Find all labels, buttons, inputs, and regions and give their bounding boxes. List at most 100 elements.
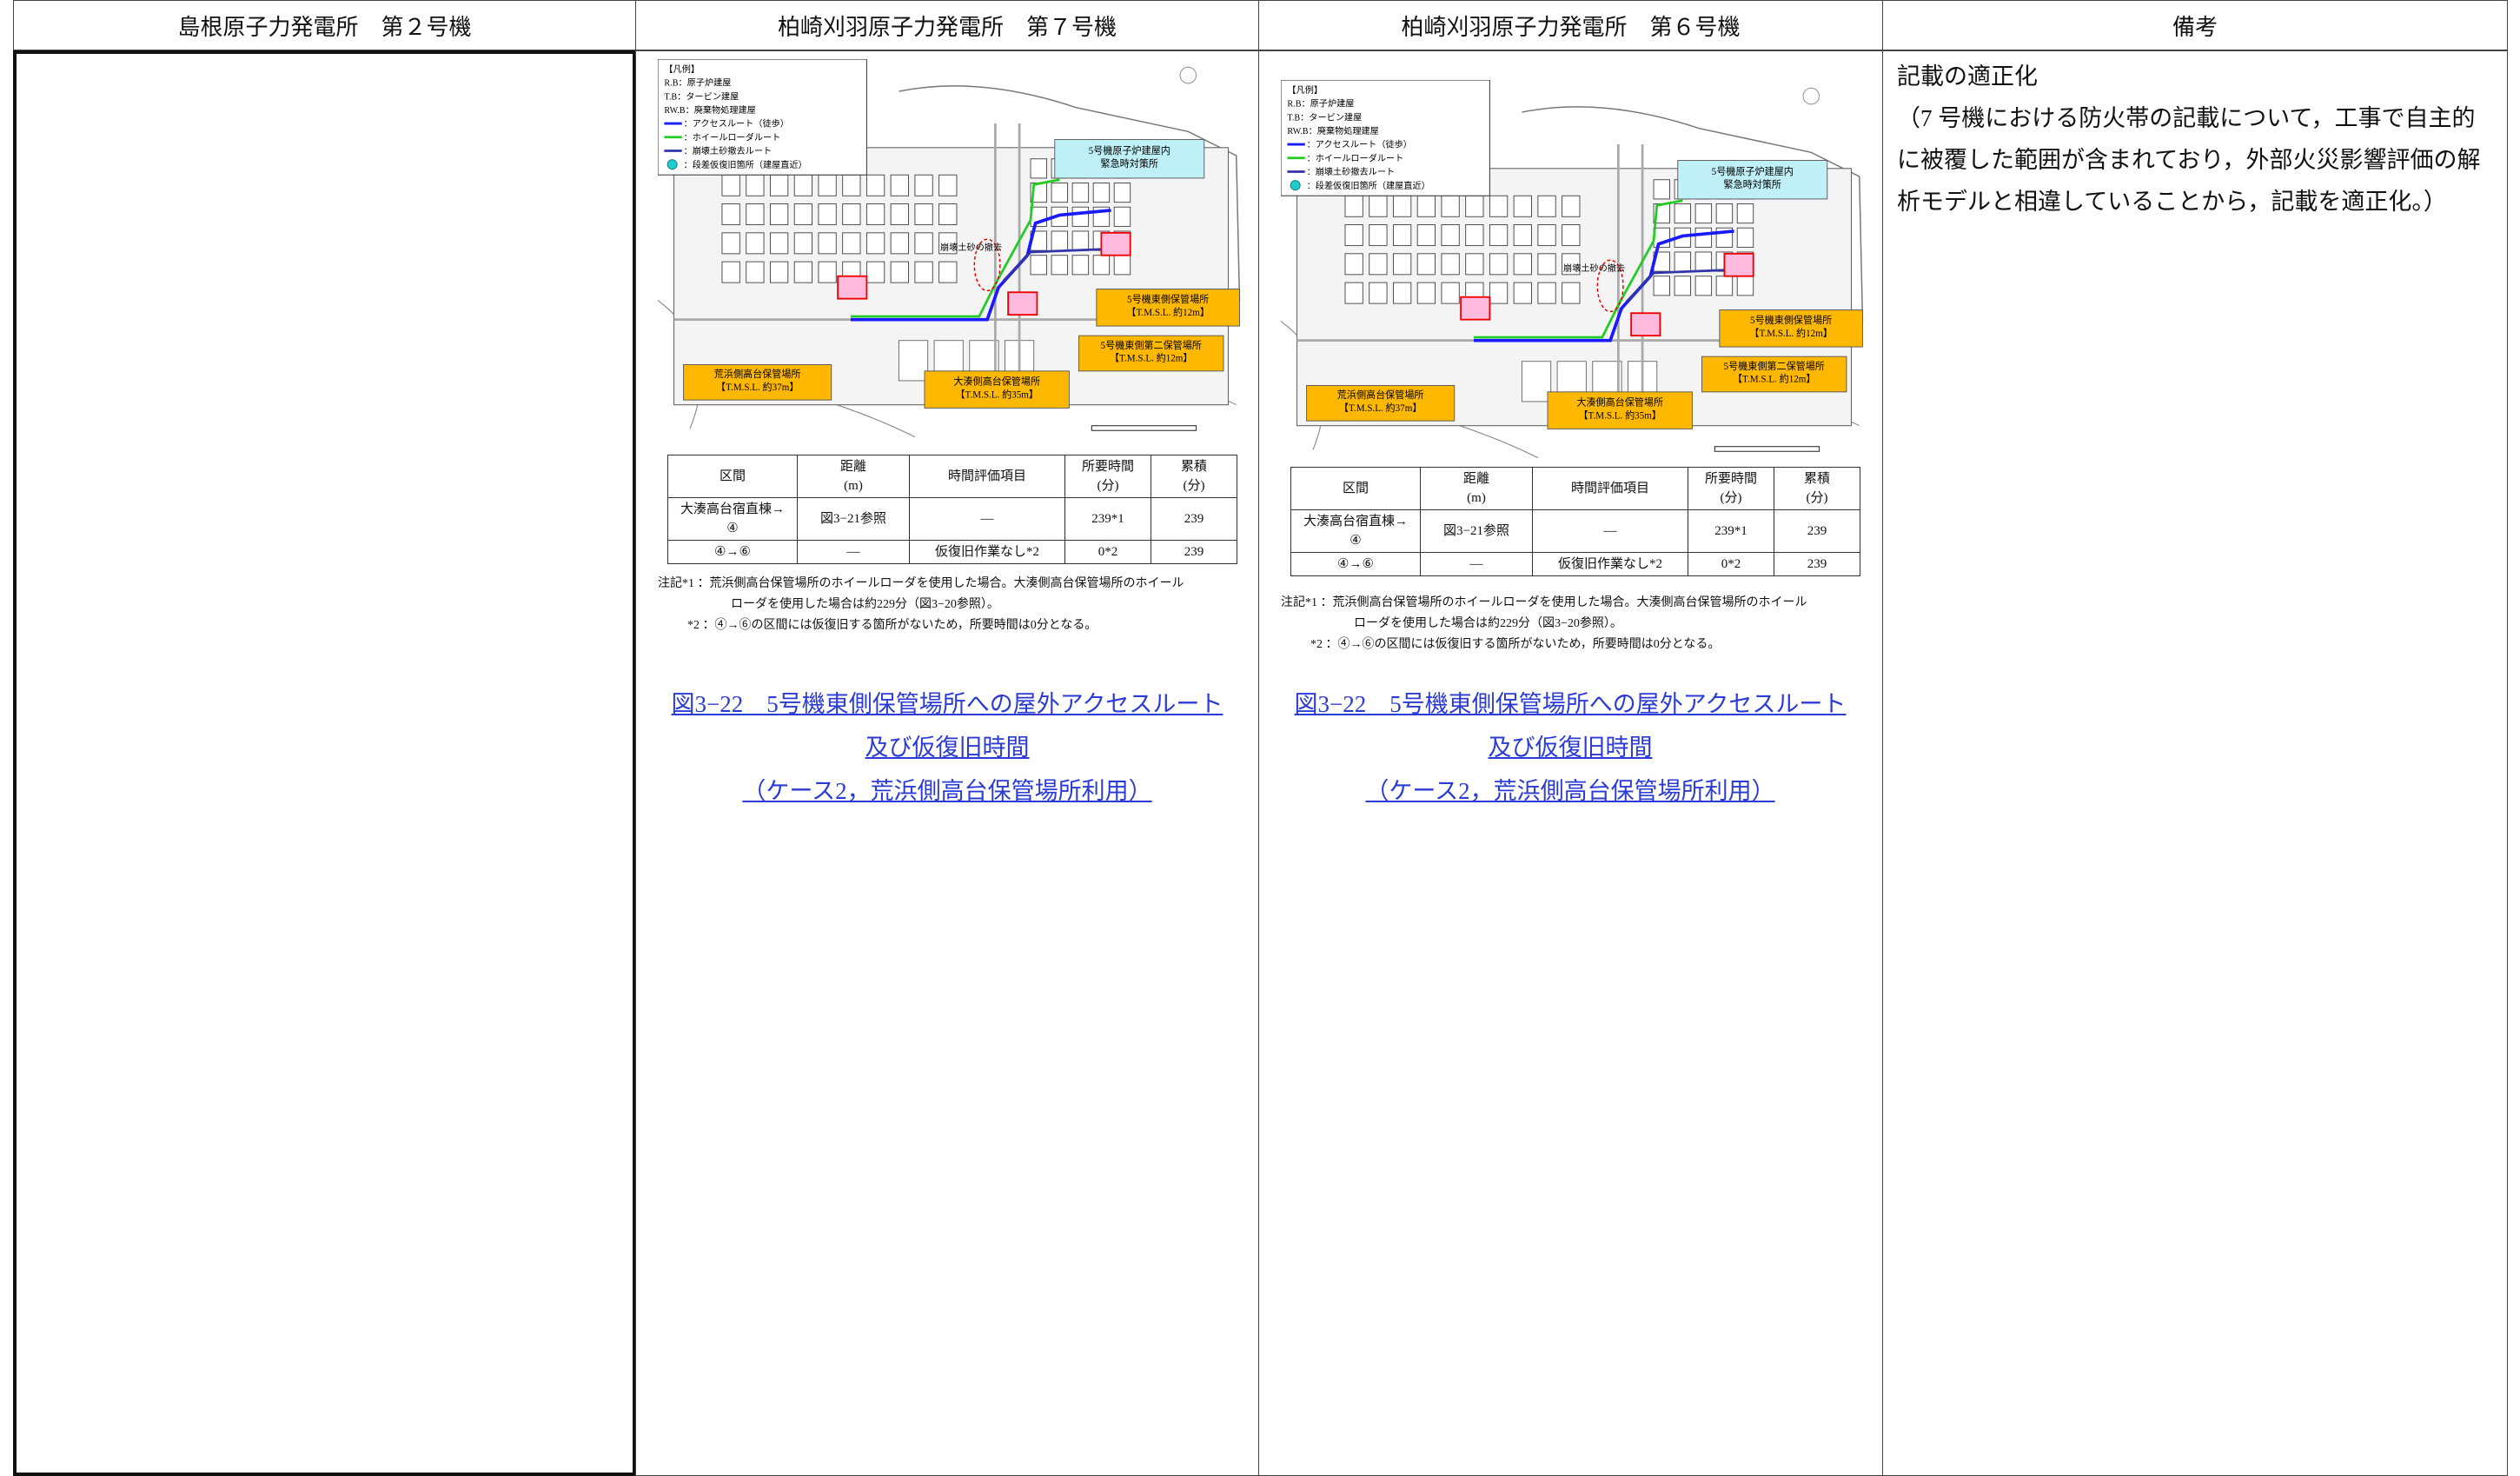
cell-text: 区間 [1342, 482, 1369, 495]
table-cell: 239 [1151, 497, 1237, 541]
hatched-area [1460, 296, 1491, 321]
note-line: ローダを使用した場合は約229分（図3−20参照）。 [1354, 617, 1622, 630]
route-table: 区間 距離 (m) 時間評価項目 所要時間 (分) 累積 (分) 大湊高台宿直棟→ ④ 図3−21参… [667, 455, 1237, 564]
building [1736, 227, 1754, 248]
map-label-box [1547, 391, 1693, 429]
map-label: 【T.M.S.L. 約37m】 [716, 381, 799, 393]
building [865, 261, 885, 283]
map-label: 5号機東側保管場所 [1750, 314, 1832, 326]
building [842, 174, 861, 196]
building [1030, 255, 1047, 276]
cell-text: 0*2 [1721, 557, 1741, 571]
building [1513, 282, 1532, 304]
building [1537, 224, 1556, 247]
building [1441, 224, 1460, 247]
map-label: 5号機東側第二保管場所 [1101, 339, 1202, 351]
map-label: 【T.M.S.L. 約12m】 [1733, 373, 1816, 385]
building [1562, 224, 1581, 247]
table-row: 区間 距離 (m) 時間評価項目 所要時間 (分) 累積 (分) [667, 455, 1237, 498]
building [1736, 276, 1754, 296]
table-cell: 累積 (分) [1774, 467, 1860, 510]
table-cell: 時間評価項目 [909, 455, 1065, 498]
table-cell: 区間 [1290, 467, 1421, 510]
note-line: *2 ：④→⑥の区間には仮復旧する箇所がないため，所要時間は0分となる。 [1310, 638, 1721, 651]
table-cell: ④→⑥ [1290, 552, 1421, 576]
building [769, 232, 789, 255]
legend-item: T.B：タービン建屋 [1287, 111, 1362, 123]
legend-item: ：アクセスルート（徒歩） [684, 118, 789, 130]
remark-line: （7 号機における防火帯の記載について，工事で自主的 [1897, 105, 2476, 131]
table-cell: 所要時間 (分) [1688, 467, 1774, 510]
building [938, 232, 958, 255]
cell-text: 239*1 [1091, 512, 1124, 526]
building [1113, 206, 1131, 227]
hatched-area [1100, 231, 1131, 256]
legend-item: ：段差仮復旧箇所（建屋直近） [1307, 180, 1430, 191]
legend-item: ：ホイールローダルート [1307, 152, 1404, 163]
building [938, 174, 958, 196]
building [1071, 230, 1090, 251]
map-label: 5号機東側保管場所 [1127, 293, 1209, 305]
building [1562, 195, 1581, 217]
map-label-box [683, 363, 832, 401]
table-cell: — [1532, 509, 1688, 553]
note-line: 注記*1 ：荒浜側高台保管場所のホイールローダを使用した場合。大湊側高台保管場所… [1281, 596, 1807, 609]
building [793, 174, 812, 196]
building [769, 203, 789, 226]
building [1071, 255, 1090, 276]
cell-text: 時間評価項目 [947, 469, 1026, 483]
cell-text: ④ [726, 522, 739, 535]
legend-marker [666, 159, 678, 170]
building [1465, 195, 1484, 217]
building [1113, 183, 1131, 203]
map-label-box [1054, 139, 1205, 179]
tank-field [898, 340, 929, 382]
cell-text: (分) [1806, 491, 1828, 505]
legend-item: RW.B：廃棄物処理建屋 [664, 104, 755, 116]
building [1562, 253, 1581, 276]
cell-text: — [980, 512, 994, 526]
legend-box [1281, 80, 1490, 196]
cell-text: 239*1 [1714, 524, 1747, 538]
table-cell: 距離 (m) [1420, 467, 1533, 510]
building [1537, 282, 1556, 304]
building [769, 261, 789, 283]
building [1030, 158, 1047, 179]
building [793, 232, 812, 255]
map-label: 5号機原子炉建屋内 [1089, 144, 1170, 156]
table-cell: — [797, 540, 910, 564]
north-mark [1802, 87, 1820, 105]
figure-caption: 及び仮復旧時間 [865, 735, 1030, 761]
scale-bar [1714, 446, 1820, 452]
building [1416, 224, 1436, 247]
tank-field [1521, 361, 1552, 402]
building [1392, 253, 1412, 276]
remark-title: 記載の適正化 [1897, 63, 2038, 90]
table-cell: 大湊高台宿直棟→ ④ [667, 497, 798, 541]
cell-text: 時間評価項目 [1570, 482, 1649, 495]
building [890, 232, 909, 255]
scale-bar [1091, 425, 1197, 431]
map-label-box [1677, 160, 1828, 200]
building [1051, 230, 1069, 251]
cell-text: — [1603, 524, 1617, 538]
table-cell: ④→⑥ [667, 540, 798, 564]
note-line: ローダを使用した場合は約229分（図3−20参照）。 [731, 598, 999, 611]
legend-item: 【凡例】 [664, 63, 700, 75]
figure-caption: 及び仮復旧時間 [1488, 735, 1653, 761]
building [746, 232, 765, 255]
building [1113, 255, 1131, 276]
building [746, 261, 765, 283]
building [721, 261, 740, 283]
removal-area [973, 238, 1001, 292]
figure-caption: 図3−22 5号機東側保管場所への屋外アクセスルート [1294, 691, 1847, 717]
cell-text: — [846, 545, 860, 559]
column-body [1882, 50, 2508, 1476]
cell-text: 239 [1807, 524, 1827, 538]
building [1441, 195, 1460, 217]
map-label: 5号機原子炉建屋内 [1712, 165, 1794, 177]
building [914, 232, 933, 255]
map-label: 緊急時対策所 [1101, 157, 1158, 170]
